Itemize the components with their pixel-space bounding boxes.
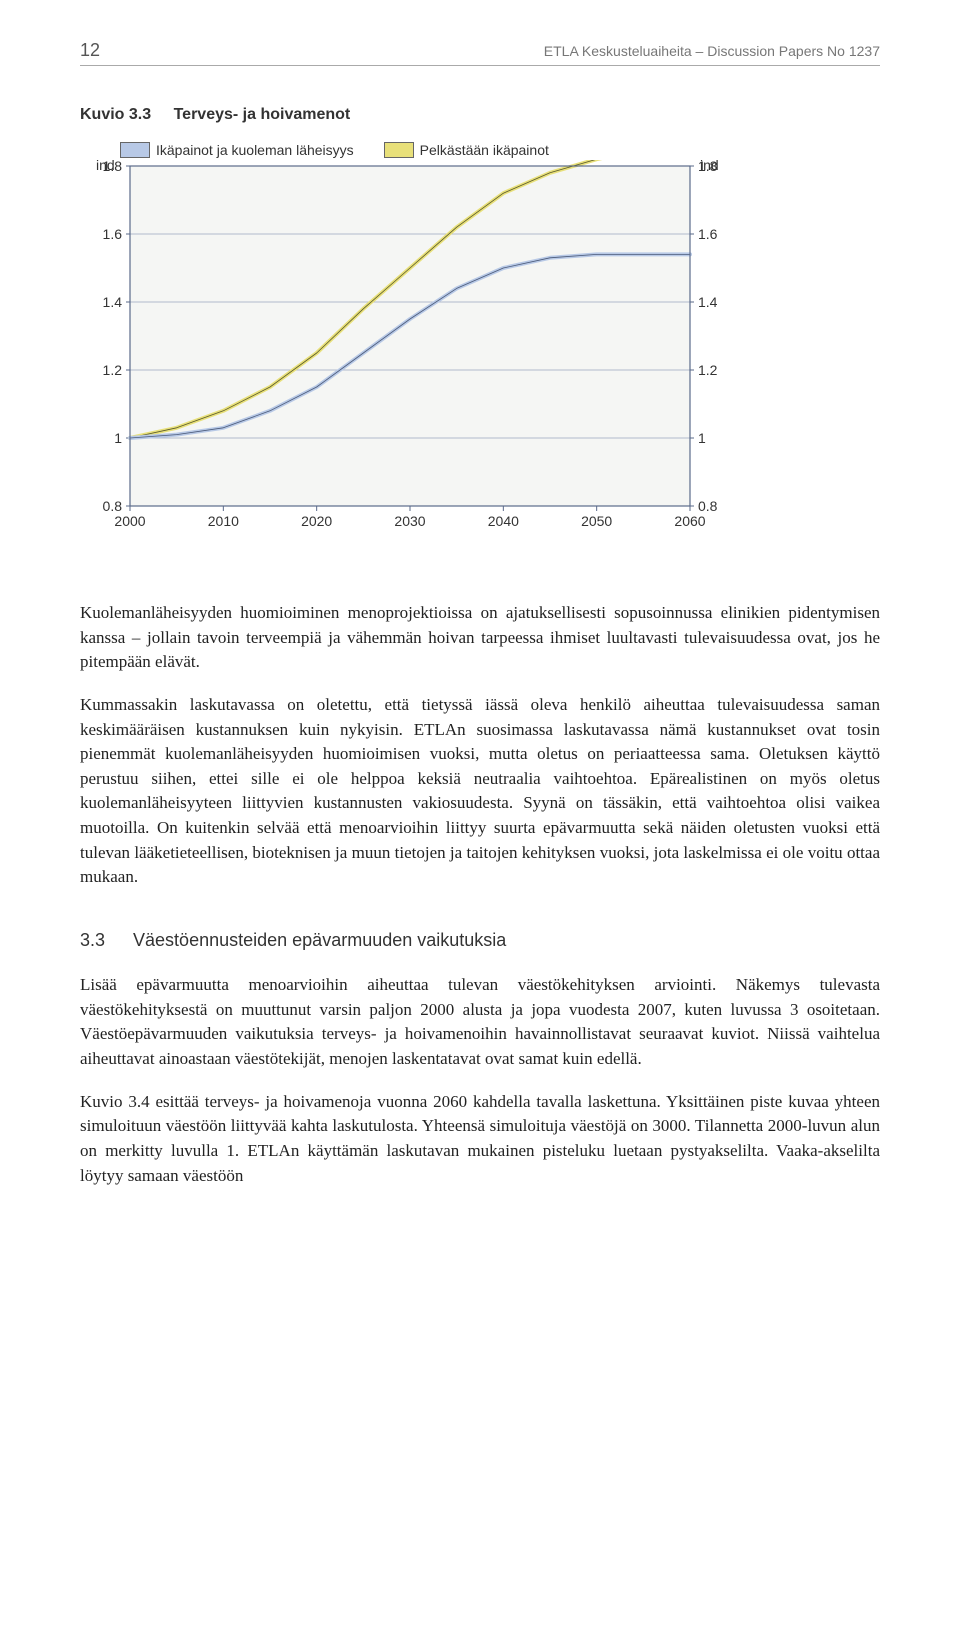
svg-text:1.6: 1.6 (698, 226, 718, 242)
svg-text:0.8: 0.8 (103, 498, 123, 514)
svg-text:2020: 2020 (301, 513, 332, 529)
line-chart: 0.80.8111.21.21.41.41.61.61.81.820002010… (80, 160, 740, 556)
legend-label: Pelkästään ikäpainot (420, 142, 549, 158)
svg-text:1: 1 (114, 430, 122, 446)
svg-text:ind: ind (96, 160, 115, 173)
svg-text:1.4: 1.4 (103, 294, 123, 310)
legend-swatch (120, 142, 150, 158)
body-text: Kuolemanläheisyyden huomioiminen menopro… (80, 601, 880, 890)
svg-text:2040: 2040 (488, 513, 519, 529)
legend-item: Ikäpainot ja kuoleman läheisyys (120, 142, 354, 158)
svg-text:1.4: 1.4 (698, 294, 718, 310)
svg-text:1.6: 1.6 (103, 226, 123, 242)
legend-item: Pelkästään ikäpainot (384, 142, 549, 158)
paragraph: Lisää epävarmuutta menoarvioihin aiheutt… (80, 973, 880, 1072)
paragraph: Kuvio 3.4 esittää terveys- ja hoivamenoj… (80, 1090, 880, 1189)
legend-label: Ikäpainot ja kuoleman läheisyys (156, 142, 354, 158)
chart-legend: Ikäpainot ja kuoleman läheisyys Pelkästä… (120, 142, 880, 158)
chart-container: 0.80.8111.21.21.41.41.61.61.81.820002010… (80, 160, 880, 561)
svg-text:2060: 2060 (674, 513, 705, 529)
svg-text:2050: 2050 (581, 513, 612, 529)
paragraph: Kuolemanläheisyyden huomioiminen menopro… (80, 601, 880, 675)
section-title: Väestöennusteiden epävarmuuden vaikutuks… (133, 930, 506, 951)
svg-text:ind: ind (700, 160, 719, 173)
figure-number: Kuvio 3.3 (80, 106, 151, 123)
section-heading: 3.3 Väestöennusteiden epävarmuuden vaiku… (80, 930, 880, 951)
svg-text:2000: 2000 (114, 513, 145, 529)
svg-text:2030: 2030 (394, 513, 425, 529)
svg-text:2010: 2010 (208, 513, 239, 529)
running-header: 12 ETLA Keskusteluaiheita – Discussion P… (80, 40, 880, 66)
legend-swatch (384, 142, 414, 158)
page-number: 12 (80, 40, 100, 61)
svg-text:1.2: 1.2 (103, 362, 123, 378)
body-text: Lisää epävarmuutta menoarvioihin aiheutt… (80, 973, 880, 1188)
svg-text:1: 1 (698, 430, 706, 446)
paragraph: Kummassakin laskutavassa on oletettu, et… (80, 693, 880, 890)
svg-text:1.2: 1.2 (698, 362, 718, 378)
section-number: 3.3 (80, 930, 105, 951)
running-title: ETLA Keskusteluaiheita – Discussion Pape… (544, 43, 880, 59)
figure-title: Kuvio 3.3 Terveys- ja hoivamenot (80, 106, 880, 124)
svg-text:0.8: 0.8 (698, 498, 718, 514)
figure-caption: Terveys- ja hoivamenot (174, 106, 351, 123)
